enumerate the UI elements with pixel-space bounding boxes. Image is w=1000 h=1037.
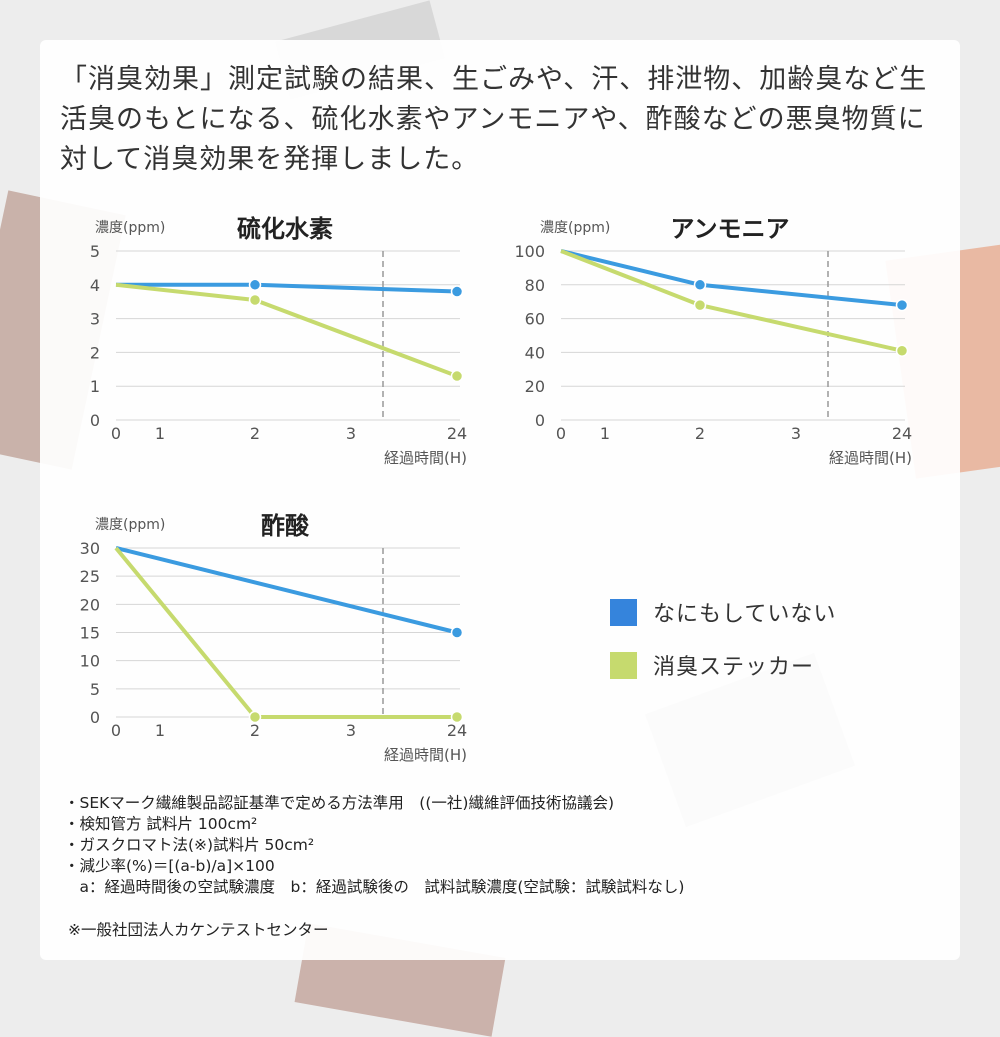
x-tick-label: 24 — [447, 424, 467, 443]
series-line — [115, 546, 458, 635]
chart-title: 酢酸 — [261, 512, 309, 540]
y-tick-label: 1 — [90, 377, 100, 396]
note-line: a：経過時間後の空試験濃度 b：経過試験後の 試料試験濃度(空試験：試験試料なし… — [64, 878, 685, 896]
credit-note: ※一般社団法人カケンテストセンター — [68, 921, 329, 939]
data-point — [248, 293, 262, 307]
note-line: ・SEKマーク繊維製品認証基準で定める方法準用 ((一社)繊維評価技術協議会) — [64, 794, 614, 812]
chart-plot: 0 20 40 60 80 100 0 1 2 3 24 — [514, 242, 912, 443]
legend-swatch-blue — [610, 598, 637, 626]
chart-plot: 0 1 2 3 4 5 0 1 2 3 24 — [90, 242, 467, 443]
x-axis-label: 経過時間(H) — [829, 449, 912, 467]
x-tick-label: 2 — [250, 721, 260, 740]
legend-label: なにもしていない — [653, 602, 837, 627]
x-tick-label: 24 — [892, 424, 912, 443]
y-tick-label: 20 — [80, 595, 100, 614]
y-tick-label: 15 — [80, 624, 100, 643]
x-tick-label: 2 — [695, 424, 705, 443]
x-axis-label: 経過時間(H) — [384, 746, 467, 764]
y-tick-label: 100 — [514, 242, 545, 261]
x-tick-label: 0 — [111, 721, 121, 740]
chart-plot: 0 5 10 15 20 25 30 0 1 2 3 24 — [80, 539, 468, 740]
legend: なにもしていない 消臭ステッカー — [610, 598, 836, 704]
data-point — [248, 278, 262, 292]
y-axis-label: 濃度(ppm) — [95, 517, 166, 533]
note-line: ・減少率(%)＝[(a-b)/a]×100 — [64, 857, 275, 875]
y-tick-label: 30 — [80, 539, 100, 558]
y-axis-label: 濃度(ppm) — [540, 220, 611, 236]
data-point — [895, 344, 909, 357]
y-tick-label: 60 — [525, 310, 545, 329]
data-point — [450, 710, 464, 724]
y-tick-label: 0 — [90, 411, 100, 430]
x-tick-label: 1 — [155, 424, 165, 443]
x-tick-label: 3 — [346, 721, 356, 740]
x-tick-label: 1 — [155, 721, 165, 740]
y-tick-label: 40 — [525, 343, 545, 362]
x-axis-label: 経過時間(H) — [384, 449, 467, 467]
data-point — [450, 626, 464, 639]
y-tick-label: 80 — [525, 276, 545, 295]
y-tick-label: 3 — [90, 310, 100, 329]
legend-label: 消臭ステッカー — [653, 655, 815, 680]
y-tick-label: 5 — [90, 242, 100, 261]
note-line: ・検知管方 試料片 100cm² — [64, 815, 258, 833]
y-tick-label: 4 — [90, 276, 100, 295]
data-point — [693, 278, 707, 292]
data-point — [895, 298, 909, 312]
y-tick-label: 10 — [80, 652, 100, 671]
data-point — [248, 710, 262, 724]
chart-hydrogen-sulfide: 0 1 2 3 4 5 0 1 2 3 24 濃度(ppm) 硫化水素 経過時間(H) — [60, 195, 500, 475]
y-tick-label: 0 — [535, 411, 545, 430]
y-axis-label: 濃度(ppm) — [95, 220, 166, 236]
chart-ammonia: 0 20 40 60 80 100 0 1 2 3 24 濃度(ppm) アンモニア 経過時間(H) — [505, 195, 945, 475]
chart-acetic-acid: 0 5 10 15 20 25 30 0 1 2 3 24 濃度(ppm) 酢酸 経過時間(H) — [60, 492, 500, 772]
chart-title: アンモニア — [670, 215, 790, 243]
series-line — [115, 282, 458, 378]
x-tick-label: 0 — [111, 424, 121, 443]
x-tick-label: 3 — [791, 424, 801, 443]
data-point — [693, 298, 707, 312]
chart-title: 硫化水素 — [237, 215, 333, 243]
legend-item-sticker: 消臭ステッカー — [610, 651, 836, 680]
y-tick-label: 20 — [525, 377, 545, 396]
x-tick-label: 0 — [556, 424, 566, 443]
y-tick-label: 2 — [90, 343, 100, 362]
content-card — [40, 40, 960, 960]
y-tick-label: 25 — [80, 567, 100, 586]
legend-swatch-green — [610, 651, 637, 679]
series-line — [560, 249, 903, 308]
x-tick-label: 1 — [600, 424, 610, 443]
intro-text: 「消臭効果」測定試験の結果、生ごみや、汗、排泄物、加齢臭など生活臭のもとになる、… — [60, 64, 928, 175]
x-tick-label: 2 — [250, 424, 260, 443]
legend-item-no-treatment: なにもしていない — [610, 598, 837, 627]
y-tick-label: 5 — [90, 680, 100, 699]
x-tick-label: 24 — [447, 721, 467, 740]
y-tick-label: 0 — [90, 708, 100, 727]
x-tick-label: 3 — [346, 424, 356, 443]
test-notes: ・SEKマーク繊維製品認証基準で定める方法準用 ((一社)繊維評価技術協議会) … — [64, 793, 684, 898]
data-point — [450, 369, 464, 383]
data-point — [450, 285, 464, 298]
note-line: ・ガスクロマト法(※)試料片 50cm² — [64, 836, 315, 854]
